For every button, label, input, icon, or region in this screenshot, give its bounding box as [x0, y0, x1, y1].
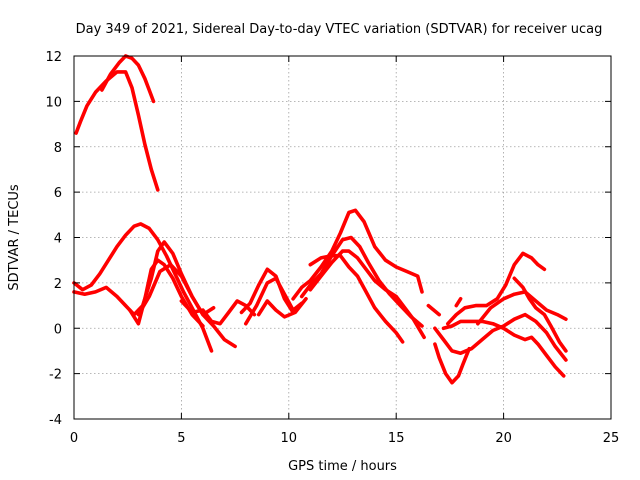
- x-tick-label: 25: [603, 431, 620, 446]
- series-arc-o: [433, 342, 472, 385]
- series-arc-q: [441, 319, 566, 378]
- grid-lines: [74, 56, 611, 419]
- x-tick-label: 10: [281, 431, 298, 446]
- series-arc-u: [475, 290, 568, 326]
- series-arc-t: [454, 296, 463, 308]
- y-tick-label: 10: [45, 95, 62, 110]
- series-arc-c: [72, 222, 214, 353]
- series-arc-p: [433, 312, 568, 362]
- y-tick-label: -4: [49, 413, 62, 428]
- series-arc-n: [308, 253, 405, 344]
- x-tick-label: 5: [177, 431, 185, 446]
- x-axis-label: GPS time / hours: [288, 459, 397, 474]
- series-arc-k: [291, 208, 424, 301]
- y-tick-label: 8: [54, 141, 62, 156]
- series-arc-f: [136, 262, 237, 349]
- y-tick-label: 6: [54, 186, 62, 201]
- series-arc-v: [512, 276, 568, 353]
- y-tick-label: 2: [54, 277, 62, 292]
- data-series: [72, 54, 568, 385]
- series-arc-a: [74, 70, 160, 192]
- x-tick-label: 0: [70, 431, 78, 446]
- x-tick-label: 20: [495, 431, 512, 446]
- series-arc-g: [179, 299, 257, 326]
- x-tick-label: 15: [388, 431, 405, 446]
- series-arc-h: [239, 267, 295, 315]
- axis-ticks: 0 5 10 15 20 25 -4 -2 0 2 4 6 8 10 12: [45, 50, 619, 446]
- series-arc-b: [100, 54, 156, 104]
- series-arc-m: [308, 249, 426, 340]
- y-tick-label: -2: [49, 368, 62, 383]
- y-tick-label: 0: [54, 322, 62, 337]
- chart-title: Day 349 of 2021, Sidereal Day-to-day VTE…: [76, 22, 603, 37]
- y-tick-label: 12: [45, 50, 62, 65]
- series-arc-s: [426, 303, 442, 317]
- series-arc-j: [256, 296, 308, 319]
- y-tick-label: 4: [54, 232, 62, 247]
- series-arc-i: [244, 276, 304, 326]
- y-axis-label: SDTVAR / TECUs: [7, 184, 22, 291]
- series-arc-r: [445, 251, 547, 326]
